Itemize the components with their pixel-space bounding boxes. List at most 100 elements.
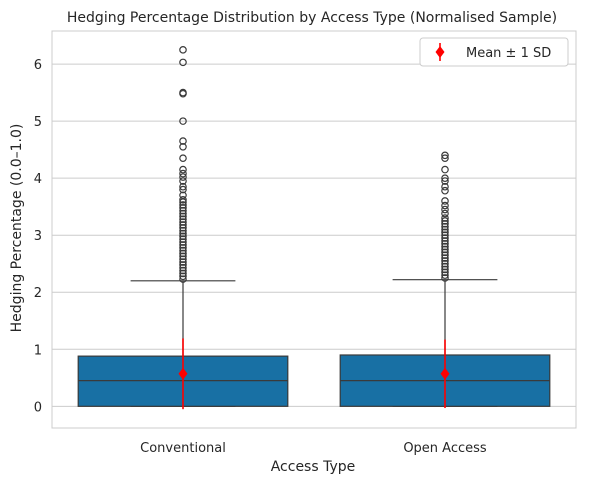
outlier-point: [179, 272, 187, 281]
outlier-point: [441, 217, 449, 225]
outlier-point: [441, 214, 449, 222]
legend-label: Mean ± 1 SD: [466, 46, 551, 61]
outlier-point: [179, 169, 187, 178]
outlier-point: [441, 271, 449, 279]
outlier-point: [441, 222, 449, 231]
y-tick-label: 1: [34, 343, 42, 358]
outlier-point: [441, 201, 449, 210]
outlier-point: [179, 58, 187, 67]
outlier-point: [179, 261, 187, 269]
box-group: [77, 46, 289, 410]
outlier-point: [441, 259, 449, 268]
outlier-point: [179, 196, 187, 204]
x-tick-label: Conventional: [140, 441, 226, 456]
y-tick-label: 3: [34, 229, 42, 244]
outlier-point: [179, 226, 187, 235]
outlier-point: [441, 268, 449, 277]
outlier-point: [441, 262, 449, 271]
chart-title: Hedging Percentage Distribution by Acces…: [67, 10, 557, 26]
outlier-point: [179, 269, 187, 278]
outlier-point: [179, 241, 187, 249]
outlier-point: [179, 255, 187, 263]
legend-diamond-icon: [435, 46, 445, 58]
outlier-point: [441, 174, 449, 182]
outlier-point: [179, 177, 187, 185]
outlier-point: [179, 154, 187, 162]
outlier-point: [179, 221, 187, 229]
outlier-point: [179, 218, 187, 226]
outlier-point: [179, 191, 187, 200]
outlier-point: [441, 209, 449, 218]
outlier-point: [179, 206, 187, 215]
outlier-point: [179, 275, 187, 283]
y-axis-ticks: 0 1 2 3 4 5 6: [34, 58, 42, 415]
outlier-point: [441, 254, 449, 262]
outlier-point: [179, 142, 187, 151]
y-tick-label: 6: [34, 58, 42, 73]
outlier-point: [179, 165, 187, 174]
outlier-point: [441, 248, 449, 257]
outlier-point: [179, 252, 187, 261]
outlier-point: [179, 215, 187, 224]
y-axis-label: Hedging Percentage (0.0–1.0): [9, 124, 25, 333]
y-tick-label: 0: [34, 400, 42, 415]
outlier-point: [179, 246, 187, 255]
outlier-point: [179, 204, 187, 212]
plot-frame: [51, 30, 577, 429]
outlier-point: [179, 266, 187, 275]
outlier-point: [441, 219, 449, 228]
x-tick-label: Open Access: [403, 441, 487, 456]
legend: Mean ± 1 SD: [419, 37, 569, 67]
outlier-point: [179, 201, 187, 209]
outlier-point: [441, 225, 449, 234]
outlier-point: [179, 223, 187, 232]
outlier-point: [179, 258, 187, 266]
outlier-point: [179, 209, 187, 218]
outlier-point: [179, 117, 187, 125]
outlier-point: [441, 177, 449, 185]
outlier-point: [441, 165, 449, 174]
outlier-point: [179, 88, 187, 97]
y-tick-label: 2: [34, 286, 42, 301]
outlier-point: [441, 205, 449, 214]
outlier-point: [441, 265, 449, 274]
outlier-point: [179, 46, 187, 54]
plot-area: [51, 30, 577, 429]
outlier-point: [441, 274, 449, 282]
outlier-point: [179, 185, 187, 194]
outlier-point: [441, 151, 449, 160]
x-axis-ticks: Conventional Open Access: [140, 441, 487, 456]
outlier-point: [441, 242, 449, 251]
outlier-point: [179, 232, 187, 241]
outlier-point: [441, 239, 449, 248]
outlier-point: [441, 257, 449, 265]
mean-marker: [440, 367, 450, 380]
mean-marker: [178, 367, 188, 380]
outlier-point: [441, 182, 449, 191]
y-tick-label: 5: [34, 115, 42, 130]
outlier-point: [441, 231, 449, 240]
y-tick-label: 4: [34, 172, 42, 187]
x-axis-label: Access Type: [271, 459, 356, 475]
outlier-point: [179, 249, 187, 258]
box-group: [339, 151, 551, 409]
outlier-point: [179, 229, 187, 238]
outlier-point: [441, 154, 449, 162]
outlier-point: [441, 245, 449, 254]
outlier-point: [441, 237, 449, 245]
outlier-point: [441, 228, 449, 237]
outlier-point: [179, 173, 187, 181]
outlier-point: [179, 182, 187, 191]
outlier-point: [441, 234, 449, 242]
outlier-point: [179, 235, 187, 243]
outlier-point: [179, 238, 187, 246]
outlier-point: [441, 197, 449, 205]
outlier-point: [179, 243, 187, 252]
outlier-point: [179, 212, 187, 221]
outlier-point: [441, 186, 449, 195]
outlier-point: [179, 137, 187, 145]
outlier-point: [179, 263, 187, 272]
legend-box: [419, 37, 569, 67]
outlier-point: [441, 251, 449, 259]
